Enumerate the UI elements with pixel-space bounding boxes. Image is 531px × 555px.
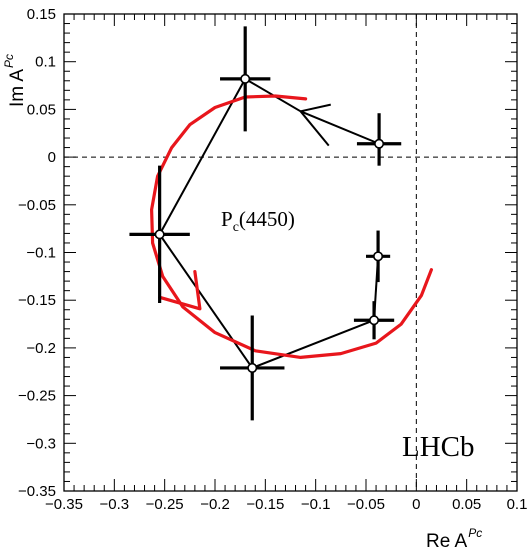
plot-frame xyxy=(63,13,518,492)
y-tick-label: −0.2 xyxy=(26,340,56,357)
data-point xyxy=(373,251,384,262)
connecting-line xyxy=(158,233,254,369)
x-tick-label: 0.1 xyxy=(507,496,528,513)
data-point xyxy=(240,73,251,84)
x-axis-title-sup: Pc xyxy=(468,526,482,540)
y-tick-label: −0.25 xyxy=(18,388,56,405)
annotation-main: P xyxy=(221,207,233,231)
y-axis-title-sup: Pc xyxy=(2,54,16,68)
data-point xyxy=(154,229,165,240)
y-axis-title-main: Im A xyxy=(7,69,28,107)
annotation-sub: c xyxy=(233,220,239,235)
y-tick-label: 0 xyxy=(48,149,56,166)
y-tick-labels: −0.35 −0.3 −0.25 −0.2 −0.15 −0.1 −0.05 0 0.05 0.1… xyxy=(18,6,56,500)
red-circle-curve xyxy=(150,94,433,359)
x-tick-label: −0.05 xyxy=(347,496,385,513)
annotation-suffix: (4450) xyxy=(239,207,295,231)
x-axis-title: Re APc xyxy=(426,526,482,552)
connecting-line xyxy=(300,110,380,145)
x-tick-label: −0.25 xyxy=(146,496,184,513)
y-tick-label: −0.1 xyxy=(26,245,56,262)
x-tick-labels: −0.35 −0.3 −0.25 −0.2 −0.15 −0.1 −0.05 0 0.05 0.1 xyxy=(45,496,527,513)
watermark-lhcb: LHCb xyxy=(402,431,475,463)
connecting-lines xyxy=(158,78,380,369)
red-curve-arrowhead xyxy=(158,269,202,311)
axis-ticks xyxy=(63,13,518,492)
y-tick-label: −0.3 xyxy=(26,435,56,452)
y-tick-label: 0.1 xyxy=(35,54,56,71)
reference-lines xyxy=(64,14,517,491)
x-tick-label: −0.15 xyxy=(246,496,284,513)
y-tick-label: 0.15 xyxy=(27,6,56,23)
x-tick-label: −0.35 xyxy=(45,496,83,513)
data-point xyxy=(369,315,380,326)
y-tick-label: −0.05 xyxy=(18,197,56,214)
red-curve-layer xyxy=(150,94,433,359)
direction-arrow-barb xyxy=(299,110,330,147)
direction-arrow-barb xyxy=(300,103,331,113)
x-tick-label: 0.05 xyxy=(452,496,481,513)
data-point xyxy=(247,362,258,373)
x-tick-label: 0 xyxy=(412,496,420,513)
data-points xyxy=(129,26,402,421)
x-axis-title-main: Re A xyxy=(426,531,468,552)
connecting-line xyxy=(251,319,375,369)
y-tick-label: −0.35 xyxy=(18,483,56,500)
x-tick-label: −0.2 xyxy=(200,496,230,513)
x-tick-label: −0.3 xyxy=(100,496,130,513)
y-tick-label: −0.15 xyxy=(18,292,56,309)
data-point xyxy=(374,138,385,149)
y-tick-label: 0.05 xyxy=(27,101,56,118)
y-axis-title: Im APc xyxy=(2,54,28,107)
x-tick-label: −0.1 xyxy=(301,496,331,513)
connecting-line xyxy=(158,78,247,235)
annotation-label: Pc(4450) xyxy=(221,207,295,235)
